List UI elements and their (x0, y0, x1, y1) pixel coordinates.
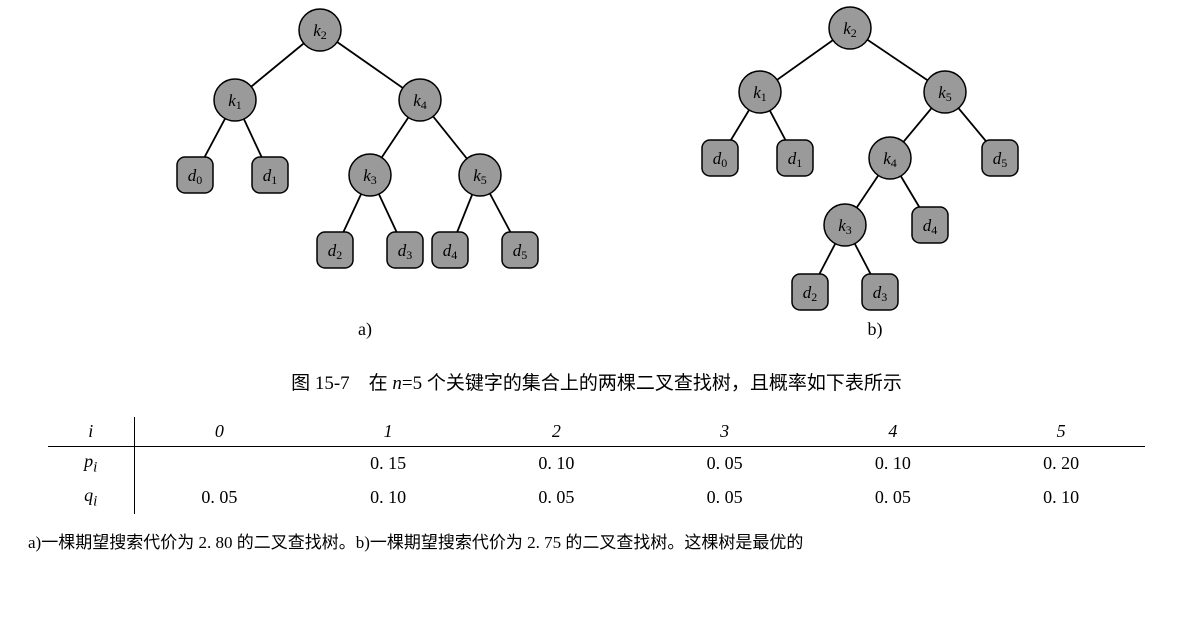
tree-a-svg: k2k1k4d0d1k3k5d2d3d4d5 (130, 0, 600, 310)
tree-b-svg: k2k1k5d0d1k4d5k3d4d2d3 (640, 0, 1110, 330)
table-cell: 0. 20 (977, 447, 1145, 481)
caption-mid: =5 个关键字的集合上的两棵二叉查找树，且概率如下表所示 (402, 373, 902, 394)
figure-caption: 图 15-7 在 n=5 个关键字的集合上的两棵二叉查找树，且概率如下表所示 (0, 368, 1193, 395)
caption-prefix: 图 15-7 在 (291, 373, 392, 394)
table-col-2: 2 (472, 417, 640, 447)
table-col-3: 3 (641, 417, 809, 447)
table-cell: 0. 05 (809, 481, 977, 515)
table-cell: 0. 10 (472, 447, 640, 481)
table-cell: 0. 05 (641, 447, 809, 481)
table-col-4: 4 (809, 417, 977, 447)
table-col-0: 0 (134, 417, 304, 447)
table-cell: 0. 10 (809, 447, 977, 481)
tree-b-sublabel: b) (640, 319, 1110, 340)
table-row-label-1: qi (48, 481, 135, 515)
table-cell: 0. 10 (304, 481, 472, 515)
table-col-1: 1 (304, 417, 472, 447)
table-cell: 0. 10 (977, 481, 1145, 515)
table-row-label-0: pi (48, 447, 135, 481)
table-cell: 0. 05 (641, 481, 809, 515)
table-header-i: i (48, 417, 135, 447)
trees-row: k2k1k4d0d1k3k5d2d3d4d5 a) k2k1k5d0d1k4d5… (0, 0, 1193, 350)
tree-b-wrap: k2k1k5d0d1k4d5k3d4d2d3 b) (640, 0, 1110, 340)
table-cell: 0. 05 (472, 481, 640, 515)
tree-a-sublabel: a) (130, 319, 600, 340)
table-row: qi0. 050. 100. 050. 050. 050. 10 (48, 481, 1146, 515)
footnote: a)一棵期望搜索代价为 2. 80 的二叉查找树。b)一棵期望搜索代价为 2. … (28, 528, 1165, 553)
tree-a-wrap: k2k1k4d0d1k3k5d2d3d4d5 a) (130, 0, 600, 340)
table-cell: 0. 15 (304, 447, 472, 481)
table-cell: 0. 05 (134, 481, 304, 515)
table-cell (134, 447, 304, 481)
table-row: pi0. 150. 100. 050. 100. 20 (48, 447, 1146, 481)
caption-n: n (392, 373, 402, 394)
probability-table: i012345 pi0. 150. 100. 050. 100. 20qi0. … (48, 417, 1146, 514)
table-col-5: 5 (977, 417, 1145, 447)
